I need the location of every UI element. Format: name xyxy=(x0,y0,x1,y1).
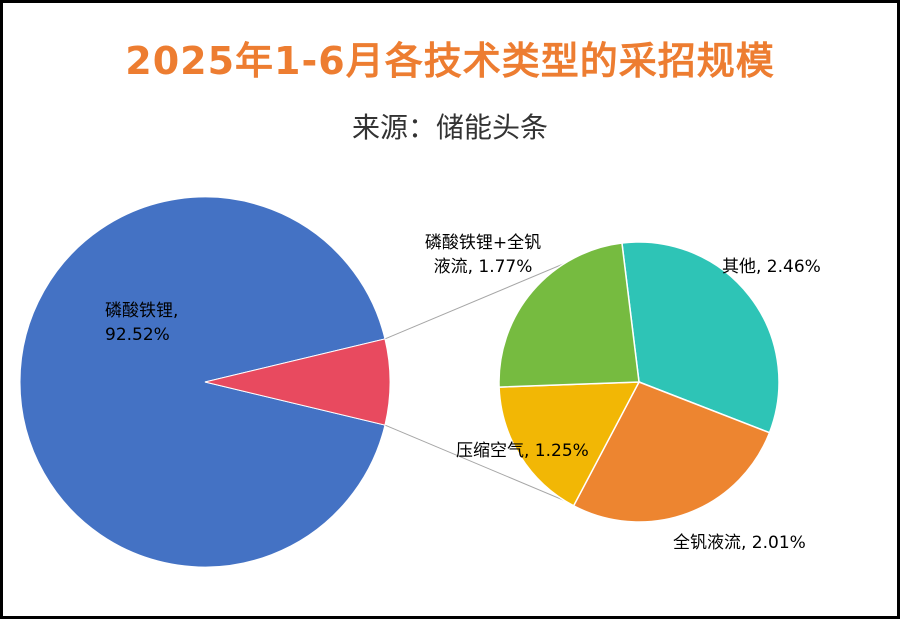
label-磷酸铁锂-plus-全钒液流: 磷酸铁锂+全钒液流, 1.77% xyxy=(425,233,541,277)
secondary-slice-磷酸铁锂-plus-全钒液流 xyxy=(498,242,640,388)
secondary-slice-全钒液流 xyxy=(572,381,771,523)
label-其他: 其他, 2.46% xyxy=(722,257,821,277)
secondary-pie xyxy=(498,241,780,523)
label-main-磷酸铁锂: 磷酸铁锂, 92.52% xyxy=(105,301,178,345)
main-pie xyxy=(19,196,391,568)
connector-line-bottom xyxy=(384,424,595,514)
chart-title: 2025年1-6月各技术类型的采招规模 xyxy=(125,39,775,83)
data-labels: 磷酸铁锂, 92.52% 其他, 2.46% 全钒液流, 2.01% 压缩空气, 1.2… xyxy=(105,233,821,553)
label-全钒液流: 全钒液流, 2.01% xyxy=(673,533,806,553)
main-slice-other-group xyxy=(204,338,391,426)
secondary-slice-其他 xyxy=(621,241,780,434)
secondary-slice-压缩空气 xyxy=(498,381,641,507)
main-slice-磷酸铁锂 xyxy=(19,196,386,568)
label-压缩空气: 压缩空气, 1.25% xyxy=(456,441,589,461)
chart-subtitle: 来源：储能头条 xyxy=(351,111,548,144)
